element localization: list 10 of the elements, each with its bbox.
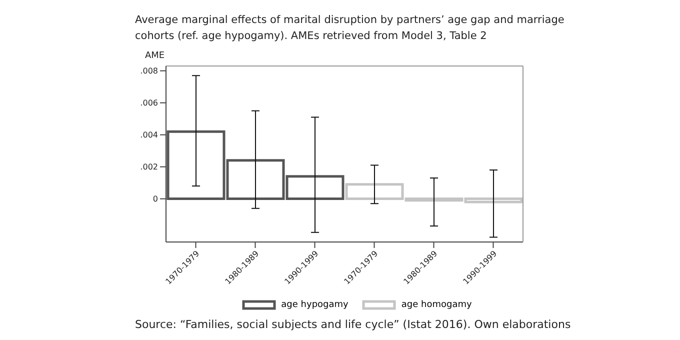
y-tick-label: .006 (140, 98, 158, 108)
y-tick-label: .004 (140, 130, 158, 140)
y-tick-label: .002 (140, 162, 158, 172)
y-axis-title: AME (145, 51, 165, 61)
y-tick-label: .008 (140, 66, 158, 76)
y-tick-label: 0 (152, 194, 158, 204)
legend-label: age homogamy (401, 300, 472, 310)
source-note: Source: “Families, social subjects and life cycle” (Istat 2016). Own elaborations (135, 318, 571, 331)
legend-label: age hypogamy (281, 300, 348, 310)
chart-title: Average marginal effects of marital disruption by partners’ age gap and marriage cohorts (ref. age hypogamy). AMEs retrieved from Model 3, Table 2 (135, 13, 566, 44)
